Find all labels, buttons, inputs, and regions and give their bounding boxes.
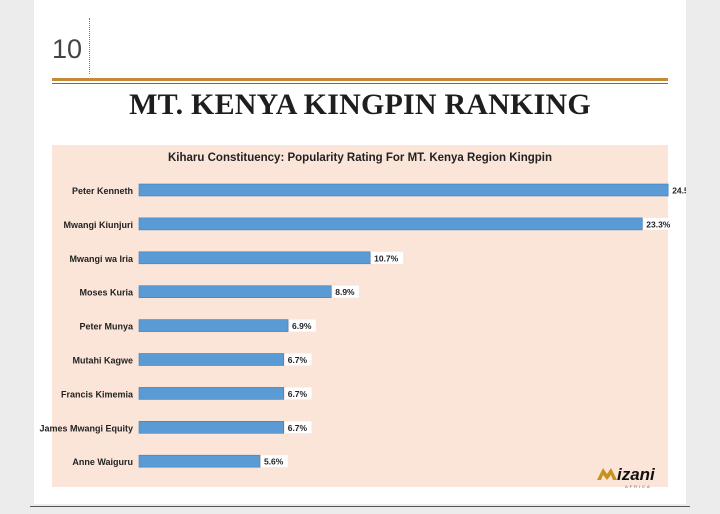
category-label: Peter Kenneth	[72, 186, 133, 196]
value-label: 6.9%	[292, 321, 312, 331]
bar	[138, 251, 371, 265]
logo-m-mark-icon	[597, 468, 617, 480]
logo-wordmark: izani	[617, 465, 656, 484]
header-rule	[52, 78, 668, 81]
category-label: Mwangi wa Iria	[69, 254, 134, 264]
page-bottom-edge	[30, 506, 690, 507]
value-label-background	[643, 217, 676, 230]
category-label: Peter Munya	[79, 322, 134, 332]
bar	[138, 387, 285, 400]
value-label-background	[284, 387, 312, 400]
value-label: 8.9%	[335, 287, 355, 297]
bar	[138, 319, 289, 332]
value-label-background	[284, 353, 312, 366]
bar-chart: Peter Kenneth 24.5% Mwangi Kiunjuri 23.3% Mw…	[39, 183, 686, 468]
bar	[138, 420, 285, 434]
category-label: Mwangi Kiunjuri	[64, 220, 134, 230]
bar	[138, 183, 669, 197]
value-label: 24.5%	[672, 186, 686, 196]
bar	[138, 285, 332, 299]
category-label: Francis Kimemia	[61, 389, 134, 399]
header-rule-thin	[52, 83, 668, 84]
mizani-logo: izani AFRICA	[597, 465, 656, 489]
bar	[138, 217, 643, 231]
value-label: 6.7%	[288, 355, 308, 365]
bar	[138, 353, 285, 366]
value-label: 6.7%	[288, 423, 308, 433]
bar	[138, 454, 261, 468]
value-label-background	[371, 251, 404, 264]
value-label-background	[669, 184, 686, 196]
value-label-background	[260, 455, 288, 468]
page-number: 10	[52, 34, 83, 64]
value-label: 10.7%	[374, 253, 399, 263]
category-label: Anne Waiguru	[72, 457, 133, 467]
value-label-background	[284, 421, 312, 434]
category-label: Moses Kuria	[79, 288, 134, 298]
report-page: 10 MT. KENYA KINGPIN RANKING Kiharu Cons…	[34, 0, 686, 504]
logo-subtext: AFRICA	[625, 484, 652, 489]
value-label-background	[332, 285, 360, 298]
header-divider	[89, 18, 90, 74]
category-label: James Mwangi Equity	[39, 423, 133, 433]
category-label: Mutahi Kagwe	[72, 356, 133, 366]
value-label: 6.7%	[288, 389, 308, 399]
chart-title: Kiharu Constituency: Popularity Rating F…	[168, 152, 552, 164]
page-headline: MT. KENYA KINGPIN RANKING	[129, 88, 591, 121]
value-label: 23.3%	[646, 219, 671, 229]
value-label-background	[289, 319, 316, 332]
value-label: 5.6%	[264, 457, 284, 467]
